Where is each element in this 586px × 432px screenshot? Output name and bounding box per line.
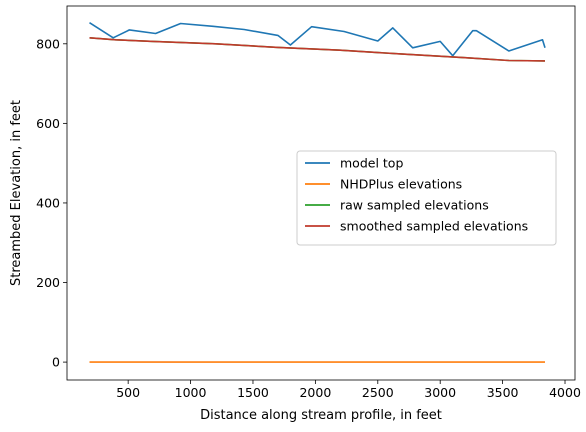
series-line-4 xyxy=(89,37,546,62)
series-line-1 xyxy=(89,22,546,57)
y-axis-title: Streambed Elevation, in feet xyxy=(9,100,24,286)
legend-label-4: smoothed sampled elevations xyxy=(340,219,528,234)
y-tick-label: 400 xyxy=(36,195,60,210)
x-tick-label: 2500 xyxy=(362,385,394,400)
legend: model top NHDPlus elevations raw sampled e… xyxy=(296,150,557,246)
legend-label-2: NHDPlus elevations xyxy=(340,177,462,192)
legend-box xyxy=(296,150,557,246)
x-tick-label: 3500 xyxy=(487,385,519,400)
y-tick-label: 0 xyxy=(52,355,60,370)
series-layer xyxy=(89,22,546,363)
plot-frame xyxy=(66,5,576,381)
legend-label-1: model top xyxy=(340,156,403,171)
y-axis-ticks: 0 200 400 600 800 xyxy=(36,36,67,370)
legend-label-3: raw sampled elevations xyxy=(340,198,489,213)
x-tick-label: 3000 xyxy=(424,385,456,400)
x-tick-label: 1500 xyxy=(237,385,269,400)
x-tick-label: 4000 xyxy=(549,385,581,400)
x-tick-label: 2000 xyxy=(299,385,331,400)
x-axis-ticks: 500 1000 1500 2000 2500 3000 3500 4000 xyxy=(116,380,581,400)
x-tick-label: 1000 xyxy=(175,385,207,400)
y-tick-label: 600 xyxy=(36,116,60,131)
y-tick-label: 200 xyxy=(36,275,60,290)
y-tick-label: 800 xyxy=(36,36,60,51)
x-axis-title: Distance along stream profile, in feet xyxy=(200,408,442,423)
x-tick-label: 500 xyxy=(116,385,140,400)
